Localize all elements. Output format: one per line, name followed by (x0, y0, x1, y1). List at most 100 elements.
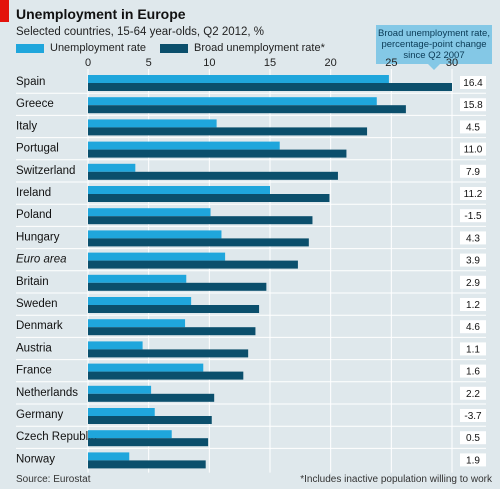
bar-unemployment-rate (88, 230, 222, 239)
change-value-box (460, 120, 486, 134)
legend-swatch-broad (160, 43, 188, 53)
bar-unemployment-rate (88, 408, 155, 416)
x-tick-label: 30 (446, 57, 458, 69)
bar-unemployment-rate (88, 341, 143, 350)
category-label: Spain (16, 76, 45, 88)
bar-unemployment-rate (88, 252, 226, 261)
change-value-label: 7.9 (466, 167, 480, 178)
category-label: Greece (16, 98, 54, 110)
x-tick-label: 15 (264, 57, 276, 69)
bar-unemployment-rate (88, 208, 211, 217)
bar-unemployment-rate (88, 163, 136, 172)
change-value-box (460, 453, 486, 467)
change-value-box (460, 98, 486, 112)
category-label: Ireland (16, 187, 51, 199)
legend-label-broad: Broad unemployment rate* (194, 42, 325, 54)
change-value-box (460, 342, 486, 356)
x-tick-label: 5 (146, 57, 152, 69)
category-label: Germany (16, 409, 64, 421)
bar-broad-unemployment-rate (88, 393, 215, 402)
change-value-box (460, 142, 486, 156)
callout-line-1: Broad unemployment rate, (378, 28, 490, 39)
category-label: Denmark (16, 320, 63, 332)
change-value-box (460, 298, 486, 311)
category-label: Britain (16, 276, 49, 288)
category-label: Czech Republic (16, 431, 97, 443)
bar-unemployment-rate (88, 363, 204, 372)
bar-broad-unemployment-rate (88, 305, 260, 313)
bar-unemployment-rate (88, 297, 192, 305)
change-value-label: 11.0 (464, 145, 483, 156)
change-value-box (460, 409, 486, 422)
change-value-box (460, 386, 486, 400)
category-label: Austria (16, 342, 52, 354)
change-value-label: 4.3 (466, 233, 480, 244)
footnote: *Includes inactive population willing to… (300, 474, 492, 485)
change-value-label: 16.4 (463, 78, 483, 89)
category-label: Hungary (16, 231, 60, 243)
bar-broad-unemployment-rate (88, 460, 206, 469)
brand-tab (0, 0, 9, 22)
change-value-label: 2.9 (466, 278, 480, 289)
change-value-box (460, 209, 486, 223)
legend: Unemployment rate Broad unemployment rat… (16, 42, 339, 54)
change-value-box (460, 231, 486, 245)
bar-unemployment-rate (88, 452, 130, 461)
category-label: Portugal (16, 143, 59, 155)
change-value-label: 3.9 (466, 256, 480, 267)
change-value-box (460, 275, 486, 289)
change-value-box (460, 320, 486, 334)
x-tick-label: 20 (325, 57, 337, 69)
bar-unemployment-rate (88, 119, 217, 128)
bar-broad-unemployment-rate (88, 127, 368, 136)
bar-broad-unemployment-rate (88, 216, 313, 225)
change-value-label: 1.6 (466, 367, 480, 378)
change-value-box (460, 164, 486, 178)
change-value-box (460, 431, 486, 445)
bar-broad-unemployment-rate (88, 349, 249, 358)
change-value-label: -1.5 (464, 211, 482, 222)
change-value-label: 4.6 (466, 322, 480, 333)
bar-broad-unemployment-rate (88, 171, 338, 180)
change-value-box (460, 187, 486, 200)
change-value-label: 1.2 (466, 300, 480, 311)
callout-line-2: percentage-point change (381, 39, 487, 50)
bar-broad-unemployment-rate (88, 438, 209, 447)
bar-broad-unemployment-rate (88, 327, 256, 336)
x-tick-label: 10 (203, 57, 215, 69)
category-label: Poland (16, 209, 52, 221)
bar-broad-unemployment-rate (88, 371, 244, 380)
change-value-label: 1.1 (466, 344, 480, 355)
change-value-label: 1.9 (466, 455, 480, 466)
callout-line-3: since Q2 2007 (403, 50, 465, 61)
bar-unemployment-rate (88, 274, 187, 283)
change-value-label: 0.5 (466, 433, 480, 444)
change-value-label: -3.7 (464, 411, 482, 422)
bar-broad-unemployment-rate (88, 282, 267, 291)
change-value-label: 2.2 (466, 389, 480, 400)
category-label: Netherlands (16, 387, 78, 399)
category-label: Switzerland (16, 165, 75, 177)
bar-unemployment-rate (88, 141, 280, 150)
bar-broad-unemployment-rate (88, 149, 347, 158)
source-note: Source: Eurostat (16, 474, 91, 485)
bar-unemployment-rate (88, 186, 270, 194)
change-value-box (460, 76, 486, 89)
bar-broad-unemployment-rate (88, 238, 309, 247)
bar-broad-unemployment-rate (88, 105, 406, 114)
bar-unemployment-rate (88, 385, 152, 394)
change-value-box (460, 253, 486, 267)
bar-unemployment-rate (88, 319, 186, 328)
bar-broad-unemployment-rate (88, 416, 212, 424)
legend-swatch-rate (16, 43, 44, 53)
x-tick-label: 25 (385, 57, 397, 69)
bar-unemployment-rate (88, 97, 377, 106)
bar-broad-unemployment-rate (88, 260, 298, 269)
bar-unemployment-rate (88, 430, 172, 439)
bar-unemployment-rate (88, 75, 389, 83)
category-label: Sweden (16, 298, 58, 310)
legend-item-broad: Broad unemployment rate* (160, 42, 325, 54)
chart-title: Unemployment in Europe (16, 6, 186, 22)
change-value-box (460, 364, 486, 378)
